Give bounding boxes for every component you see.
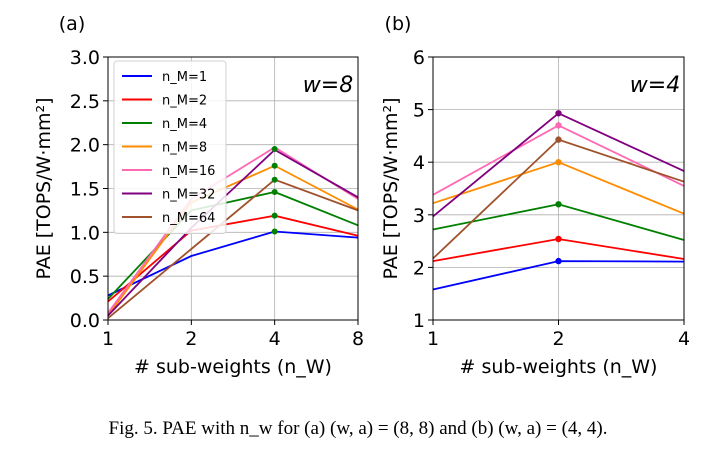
x-tick-label: 1 [102,328,114,350]
y-tick-label: 1.0 [70,222,100,244]
y-tick-label: 1.5 [70,179,100,201]
data-point [271,189,278,196]
series-n-m-2 [432,235,685,262]
data-point [555,235,562,243]
y-axis: 1 2 3 4 5 6 PAE [TOPS/W·mm²] [380,47,433,332]
series-line [107,164,359,317]
y-axis: 0.0 0.5 1.0 1.5 2.0 2.5 3.0 PAE [TOPS/W·mm²] [33,47,108,332]
legend-label: n_M=1 [162,70,207,85]
y-tick-label: 5 [413,100,425,122]
caption-text: Fig. 5. PAE with n_w for (a) (w, a) = (8… [108,418,608,439]
data-point [555,110,562,117]
legend-label: n_M=16 [162,164,215,179]
y-tick-label: 0.5 [70,266,100,288]
y-tick-label: 2.5 [70,91,100,113]
panel-annotation: w=4 [630,73,680,98]
x-tick-label: 4 [269,328,281,350]
series-n-m-32 [107,148,359,317]
series-n-m-32 [432,110,685,218]
x-tick-label: 2 [552,328,564,350]
data-point [271,146,278,153]
series-n-m-16 [432,122,685,196]
x-axis-label: # sub-weights (n_W) [134,356,332,378]
panel-b: 1 2 4 # sub-weights (n_W) 1 2 3 4 5 6 PAE [TOPS/W·… [380,13,690,378]
y-tick-label: 2 [413,257,425,279]
legend-label: n_M=4 [162,117,207,132]
x-axis-label: # sub-weights (n_W) [460,356,658,378]
legend-label: n_M=64 [162,211,215,226]
y-tick-label: 3 [413,205,425,227]
x-tick-label: 2 [185,328,197,350]
series-n-m-64 [107,178,359,319]
series-n-m-1 [432,257,685,291]
x-axis: 1 2 4 8 # sub-weights (n_W) [102,320,364,378]
data-point [271,212,278,219]
legend: n_M=1 n_M=2 n_M=4 n_M=8 n_M=16 n_M=32 n_M=64 [113,60,227,234]
data-point [271,176,278,183]
x-tick-label: 8 [352,328,364,350]
series-n-m-64 [432,136,685,260]
y-tick-label: 0.0 [70,310,100,332]
y-axis-label: PAE [TOPS/W·mm²] [33,97,55,279]
data-point [555,257,562,265]
legend-box [113,60,227,234]
data-point [271,162,278,169]
markers [271,146,278,235]
series-n-m-8 [107,164,359,317]
x-tick-label: 4 [678,328,690,350]
y-tick-label: 4 [413,152,425,174]
series-n-m-2 [107,214,359,303]
legend-label: n_M=32 [162,188,215,203]
legend-label: n_M=2 [162,94,207,109]
y-tick-label: 1 [413,310,425,332]
data-point [555,136,562,143]
y-tick-label: 2.0 [70,135,100,157]
x-tick-label: 1 [427,328,439,350]
y-axis-label: PAE [TOPS/W·mm²] [380,97,402,279]
data-point [555,122,562,129]
series-n-m-4 [432,201,685,241]
series-n-m-1 [107,230,359,297]
series-line [107,230,359,297]
y-tick-label: 6 [413,47,425,69]
x-axis: 1 2 4 # sub-weights (n_W) [427,320,690,378]
series-n-m-8 [432,159,685,215]
data-point [555,159,562,166]
legend-label: n_M=8 [162,141,207,156]
series-line [107,148,359,317]
panel-annotation: w=8 [303,73,353,98]
data-point [555,201,562,208]
figure-caption: Fig. 5. PAE with n_w for (a) (w, a) = (8… [0,418,716,440]
y-tick-label: 3.0 [70,47,100,69]
panel-label: (b) [385,13,412,35]
series-line [107,214,359,303]
grid [433,57,684,320]
panel-label: (a) [59,13,85,35]
series-line [107,178,359,319]
data-point [271,228,278,235]
panel-a: 1 2 4 8 # sub-weights (n_W) 0.0 0.5 1.0 1.5 2.0 2.… [33,13,364,378]
